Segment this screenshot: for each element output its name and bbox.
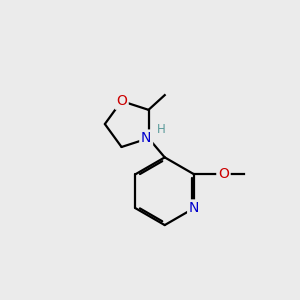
Text: N: N bbox=[189, 201, 199, 215]
Text: O: O bbox=[218, 167, 229, 181]
Text: O: O bbox=[116, 94, 127, 108]
Text: N: N bbox=[141, 131, 152, 145]
Text: H: H bbox=[157, 124, 165, 136]
